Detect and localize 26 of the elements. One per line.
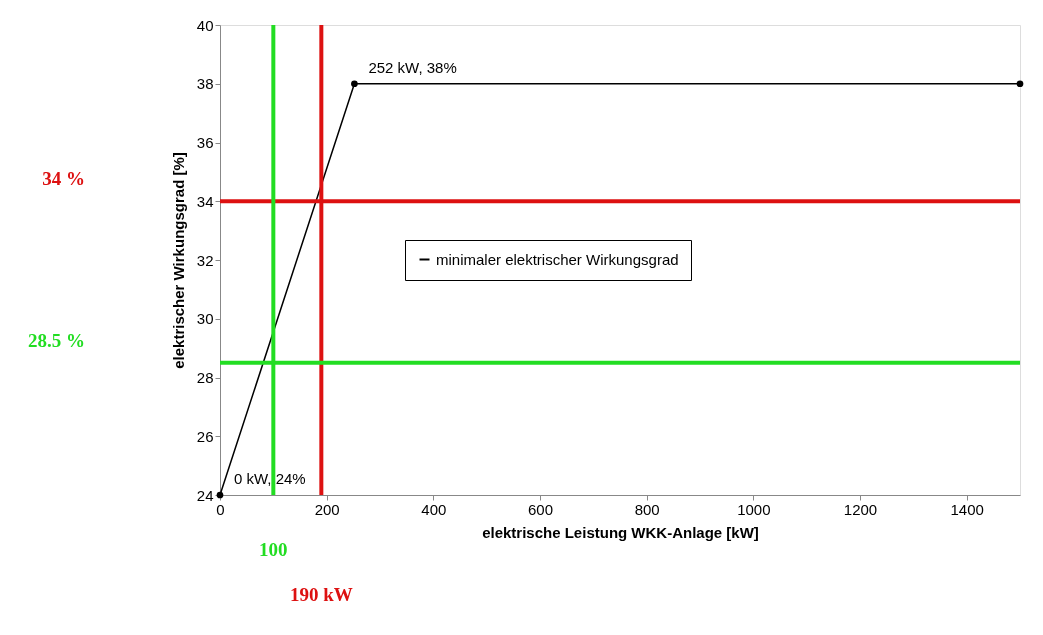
y-tick-label: 34 — [196, 192, 214, 210]
legend-label: minimaler elektrischer Wirkungsgrad — [436, 250, 679, 268]
x-tick-label: 0 — [216, 500, 225, 518]
ref-line-label: 28.5 % — [28, 329, 85, 351]
annotation: 0 kW, 24% — [234, 470, 306, 487]
x-tick-label: 800 — [634, 500, 660, 518]
y-tick-label: 40 — [196, 16, 214, 34]
x-tick-label: 200 — [314, 500, 340, 518]
ref-line-label: 34 % — [42, 168, 85, 190]
annotation: 252 kW, 38% — [368, 58, 457, 76]
y-tick-label: 32 — [196, 251, 214, 269]
x-tick-label: 600 — [527, 500, 554, 518]
y-tick-label: 36 — [196, 134, 214, 151]
x-tick-label: 1200 — [843, 500, 878, 518]
x-tick-label: 1400 — [950, 500, 984, 518]
y-axis-title: elektrischer Wirkungsgrad [%] — [169, 152, 187, 369]
ref-line-label: 190 kW — [289, 584, 353, 605]
ref-line-label: 100 — [259, 539, 288, 560]
y-tick-label: 26 — [196, 427, 214, 445]
y-tick-label: 24 — [196, 486, 214, 504]
x-tick-label: 400 — [421, 500, 447, 518]
y-tick-label: 28 — [196, 369, 214, 386]
x-axis-title: elektrische Leistung WKK-Anlage [kW] — [482, 523, 759, 541]
x-tick-label: 1000 — [737, 500, 771, 518]
y-tick-label: 38 — [196, 75, 214, 93]
y-tick-label: 30 — [196, 310, 214, 328]
